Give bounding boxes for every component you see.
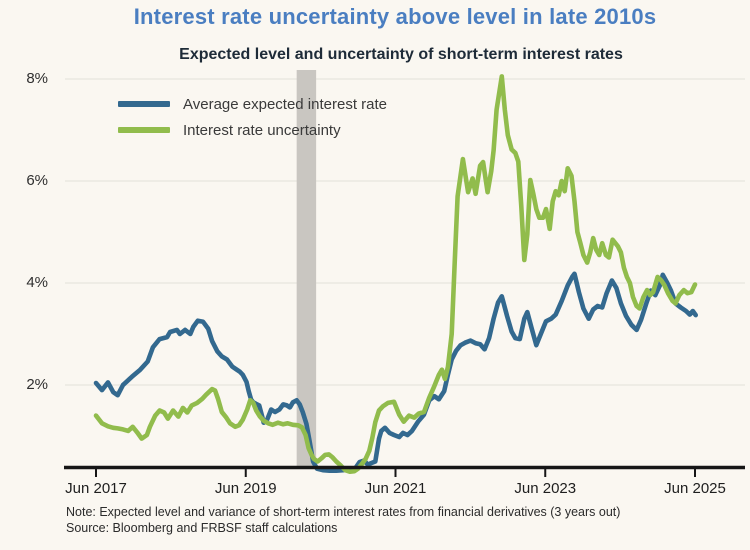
legend-label: Interest rate uncertainty xyxy=(183,121,341,139)
y-tick-label-6%: 6% xyxy=(26,172,48,190)
y-tick-label-2%: 2% xyxy=(26,376,48,394)
series-line-interest-rate-uncertainty xyxy=(93,74,698,475)
legend-label: Average expected interest rate xyxy=(183,95,388,113)
note-line: Note: Expected level and variance of sho… xyxy=(66,505,621,519)
chart-title: Interest rate uncertainty above level in… xyxy=(133,4,657,29)
legend-item-interest-rate-uncertainty: Interest rate uncertainty xyxy=(118,117,387,143)
legend-swatch-blue-line xyxy=(118,100,170,108)
x-tick-label-Jun-2021: Jun 2021 xyxy=(364,480,427,497)
series-line-average-expected-interest-rate xyxy=(93,271,699,474)
x-tick-label-Jun-2019: Jun 2019 xyxy=(214,480,277,497)
y-tick-label-8%: 8% xyxy=(26,70,48,88)
legend-item-average-expected-interest-rate: Average expected interest rate xyxy=(118,91,387,117)
legend-swatch-green-line xyxy=(118,126,170,134)
x-tick-label-Jun-2025: Jun 2025 xyxy=(664,480,726,497)
source-line: Source: Bloomberg and FRBSF staff calcul… xyxy=(66,520,338,535)
chart-subtitle: Expected level and uncertainty of short-… xyxy=(179,46,623,63)
y-tick-label-4%: 4% xyxy=(26,274,48,292)
x-tick-label-Jun-2023: Jun 2023 xyxy=(514,480,577,497)
legend: Average expected interest rate Interest … xyxy=(118,91,387,143)
recession-bar xyxy=(296,70,317,467)
x-tick-label-Jun-2017: Jun 2017 xyxy=(65,480,127,497)
footnote: Note: Expected level and variance of sho… xyxy=(66,505,620,536)
